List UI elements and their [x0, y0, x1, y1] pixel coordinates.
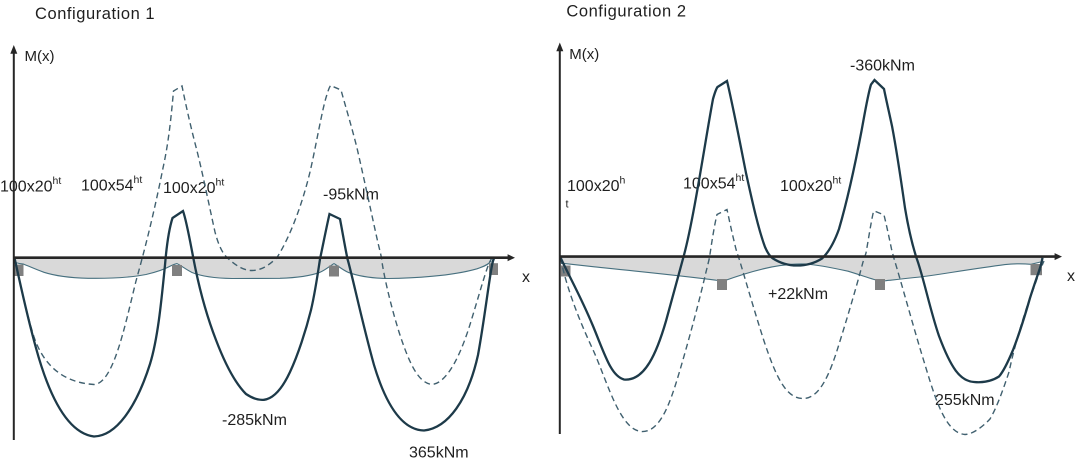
svg-text:-95kNm: -95kNm	[323, 187, 379, 204]
svg-text:-360kNm: -360kNm	[850, 58, 915, 75]
svg-text:-285kNm: -285kNm	[222, 412, 287, 429]
svg-text:Configuration 2: Configuration 2	[566, 3, 686, 21]
svg-text:+22kNm: +22kNm	[768, 286, 828, 303]
svg-text:x: x	[522, 269, 530, 286]
svg-text:365kNm: 365kNm	[409, 445, 469, 462]
svg-text:100x20h: 100x20h	[567, 175, 626, 196]
svg-text:x: x	[1067, 268, 1075, 285]
svg-text:255kNm: 255kNm	[935, 392, 995, 409]
svg-text:M(x): M(x)	[25, 48, 55, 65]
svg-text:100x20ht: 100x20ht	[163, 177, 224, 198]
svg-text:100x54ht: 100x54ht	[683, 172, 744, 193]
svg-text:100x20ht: 100x20ht	[0, 175, 61, 196]
svg-text:t: t	[566, 199, 569, 211]
svg-text:M(x): M(x)	[569, 46, 599, 63]
svg-text:Configuration 1: Configuration 1	[35, 5, 155, 23]
svg-text:100x54ht: 100x54ht	[81, 174, 142, 195]
svg-text:100x20ht: 100x20ht	[780, 175, 841, 196]
